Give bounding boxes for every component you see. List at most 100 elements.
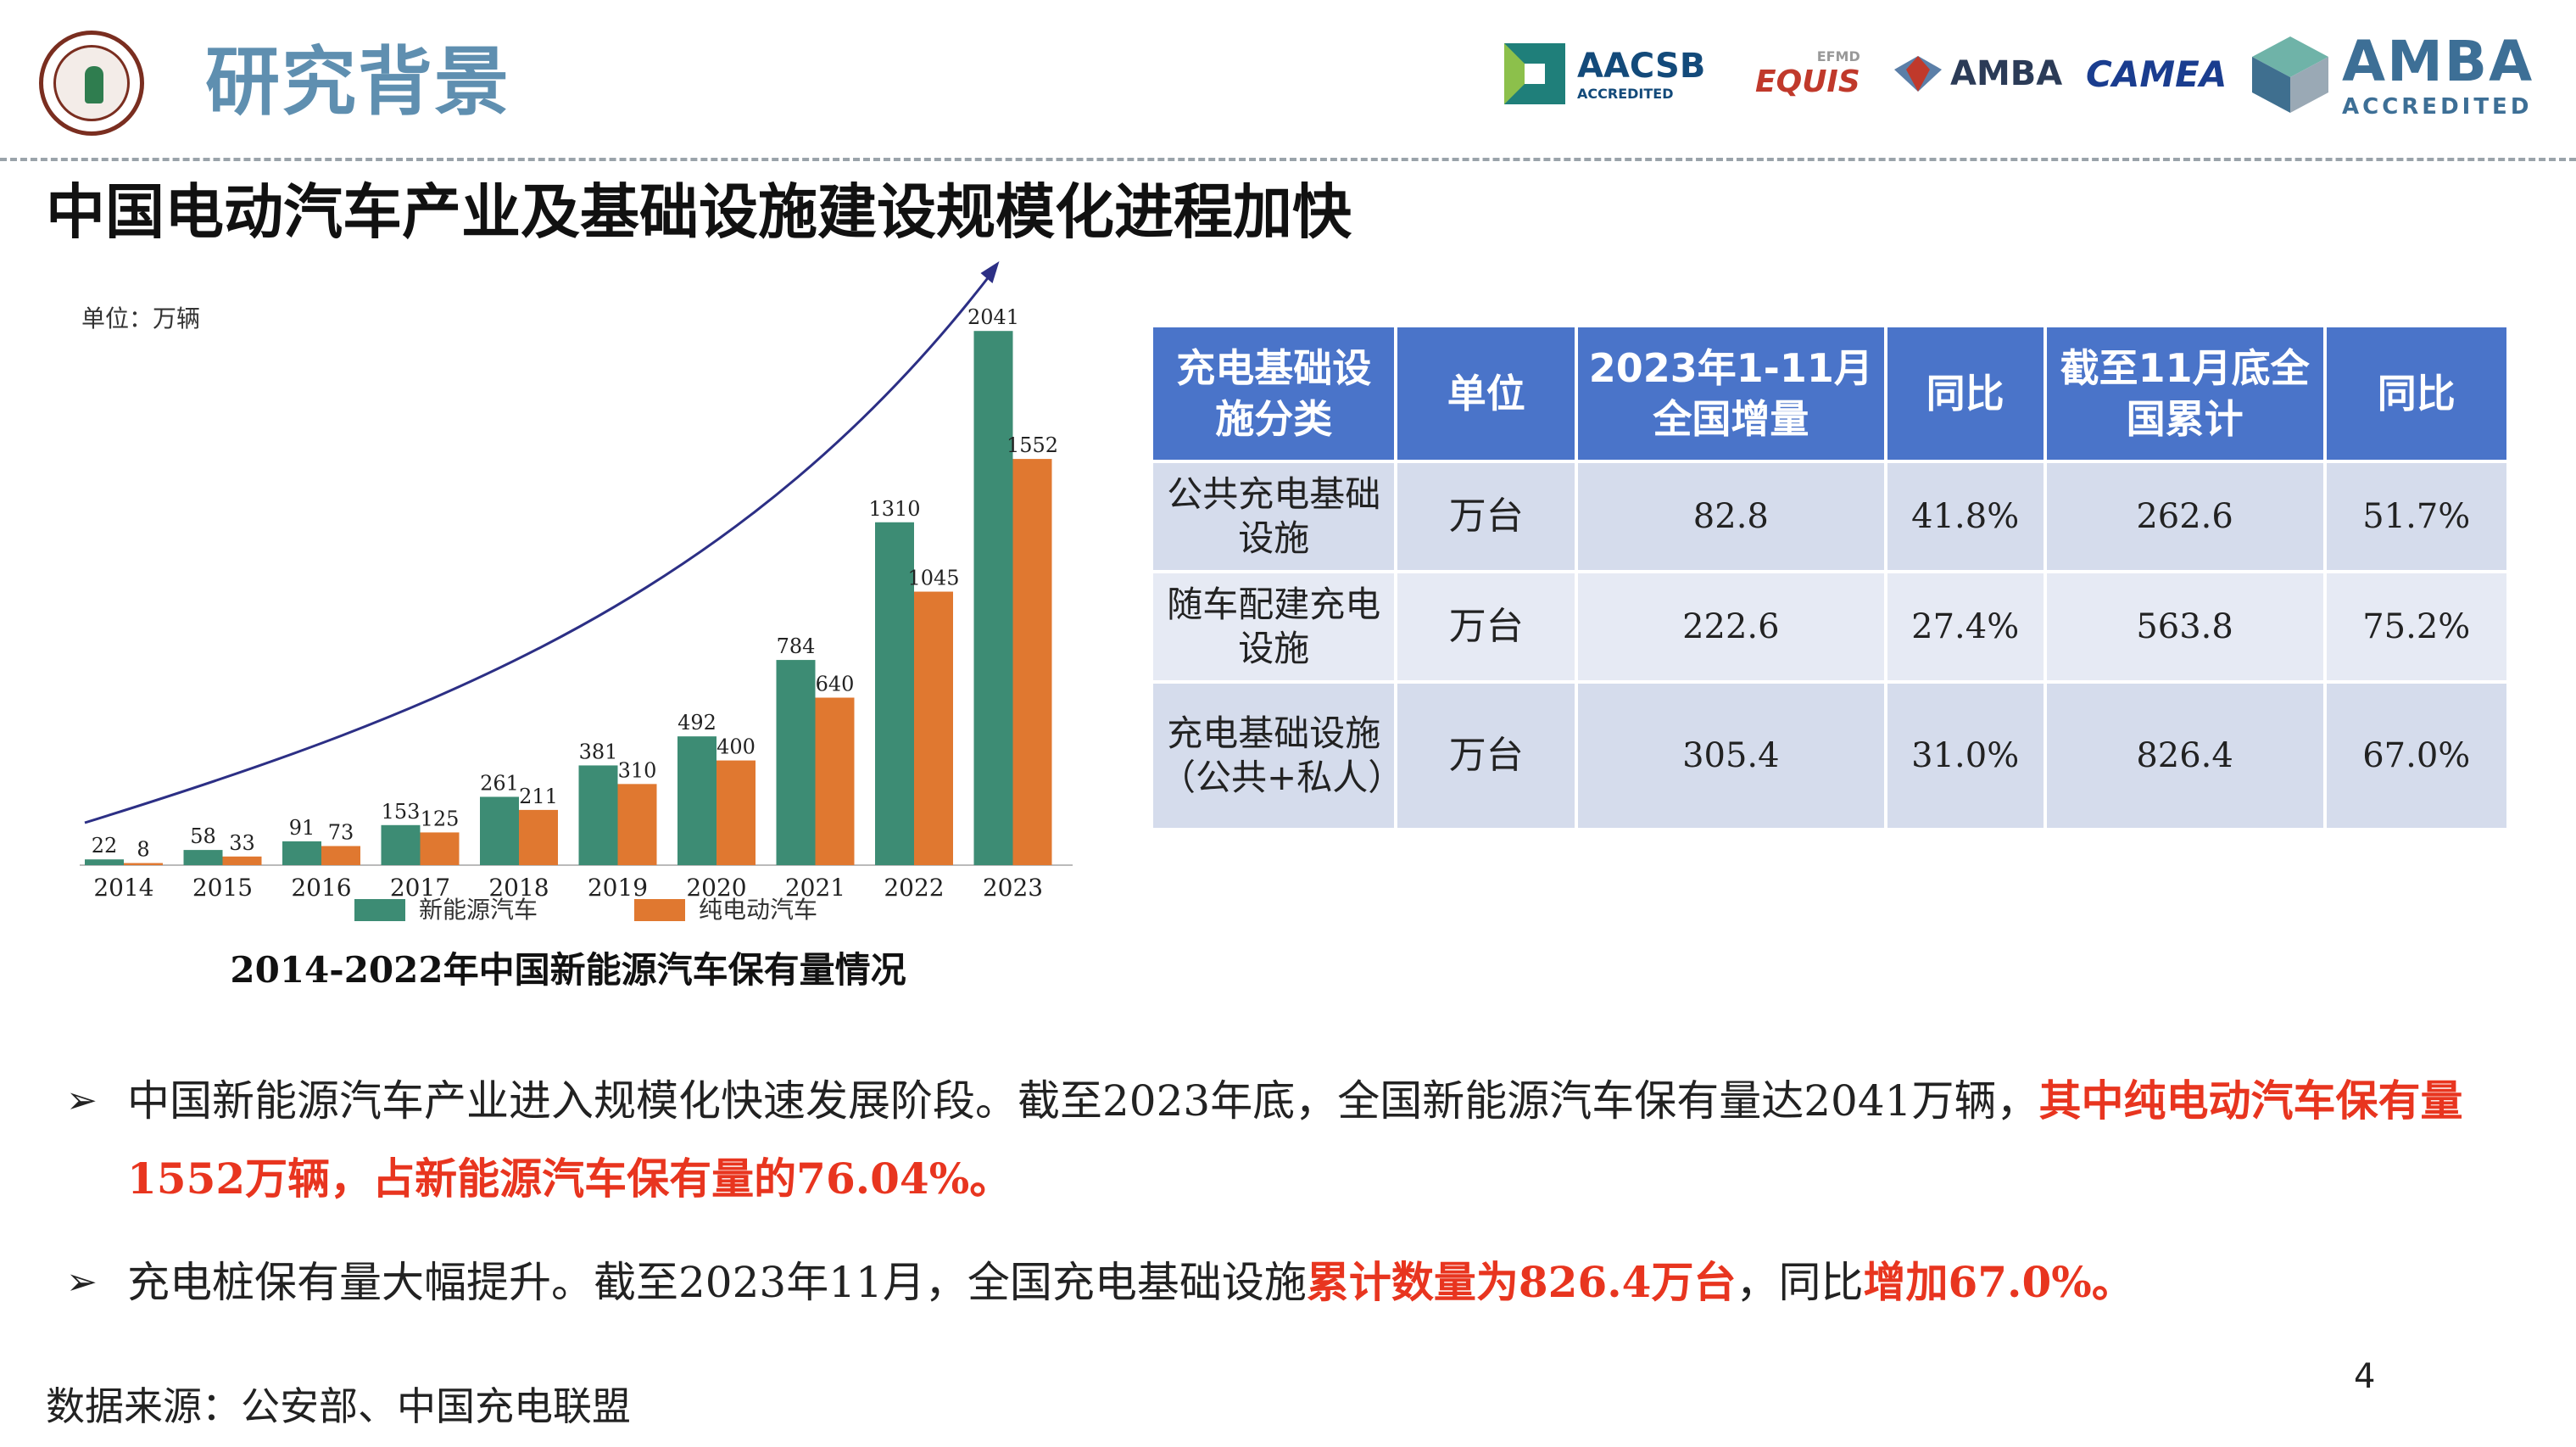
trend-arrow-icon — [980, 261, 1000, 283]
x-tick-label: 2018 — [488, 874, 549, 902]
data-label: 211 — [519, 785, 558, 808]
cell-unit: 万台 — [1397, 463, 1575, 570]
bullet-text-plain: ，同比 — [1736, 1258, 1864, 1307]
cell-yoy-cumulative: 75.2% — [2326, 573, 2506, 680]
bar-nev — [973, 331, 1013, 866]
slide-subtitle: 中国电动汽车产业及基础设施建设规模化进程加快 — [46, 177, 1352, 247]
bar-nev — [776, 660, 816, 865]
bar-bev — [716, 760, 756, 865]
col-header-yoy-1: 同比 — [1887, 327, 2044, 460]
bar-bev — [420, 832, 460, 865]
data-label: 8 — [137, 838, 149, 862]
trend-curve — [84, 269, 995, 824]
cell-yoy-cumulative: 67.0% — [2326, 684, 2506, 828]
bar-bev — [914, 591, 953, 865]
col-header-unit: 单位 — [1397, 327, 1575, 460]
diamond-icon — [1894, 56, 1942, 92]
bar-bev — [321, 846, 360, 865]
cell-yoy: 27.4% — [1887, 573, 2044, 680]
cell-increment: 222.6 — [1577, 573, 1884, 680]
university-logo — [39, 31, 144, 136]
data-label: 91 — [289, 816, 315, 840]
cell-yoy: 31.0% — [1887, 684, 2044, 828]
data-label: 1045 — [907, 567, 959, 590]
cube-icon — [2252, 36, 2328, 113]
bar-nev — [282, 841, 321, 865]
accreditation-logos: AACSB ACCREDITED EFMD EQUIS AMBA CAMEA A… — [1501, 19, 2552, 129]
x-tick-label: 2022 — [884, 874, 944, 902]
bar-bev — [1012, 459, 1052, 865]
bar-nev — [677, 736, 716, 865]
table-header-row: 充电基础设施分类 单位 2023年1-11月全国增量 同比 截至11月底全国累计… — [1153, 327, 2506, 460]
data-label: 310 — [618, 758, 657, 782]
bullet-text-highlight: 累计数量为826.4万台 — [1306, 1257, 1737, 1307]
arrow-bullet-icon: ➢ — [66, 1079, 98, 1122]
bar-bev — [519, 809, 558, 865]
aacsb-mark-icon — [1504, 43, 1565, 104]
data-label: 73 — [328, 820, 354, 844]
camea-logo: CAMEA — [2086, 53, 2228, 95]
bar-bev — [815, 697, 855, 865]
cell-category: 随车配建充电设施 — [1153, 573, 1395, 680]
bar-nev — [578, 765, 618, 865]
data-label: 1552 — [1006, 433, 1058, 457]
x-tick-label: 2016 — [291, 874, 351, 902]
bullet-text: 中国新能源汽车产业进入规模化快速发展阶段。截至2023年底，全国新能源汽车保有量… — [127, 1062, 2569, 1218]
data-label: 22 — [92, 834, 118, 858]
x-tick-label: 2023 — [983, 874, 1043, 902]
chart-title: 2014-2022年中国新能源汽车保有量情况 — [230, 949, 906, 991]
bar-nev — [875, 522, 914, 865]
cell-cumulative: 262.6 — [2046, 463, 2323, 570]
bullet-text-plain: 中国新能源汽车产业进入规模化快速发展阶段。截至2023年底，全国新能源汽车保有量… — [127, 1076, 2039, 1126]
bullet-text-plain: 充电桩保有量大幅提升。截至2023年11月，全国充电基础设施 — [127, 1258, 1307, 1307]
header-title: 研究背景 — [205, 38, 511, 126]
bar-nev — [85, 859, 124, 865]
data-label: 1310 — [868, 497, 920, 521]
charging-infrastructure-table: 充电基础设施分类 单位 2023年1-11月全国增量 同比 截至11月底全国累计… — [1150, 324, 2510, 831]
data-label: 381 — [579, 740, 618, 763]
data-label: 153 — [382, 800, 421, 824]
col-header-category: 充电基础设施分类 — [1153, 327, 1395, 460]
data-label: 33 — [229, 831, 255, 855]
equis-logo: EFMD EQUIS — [1755, 48, 1860, 99]
bullet-text-highlight: 增加67.0%。 — [1863, 1257, 2134, 1307]
amba-logo-large: AMBA ACCREDITED — [2244, 19, 2534, 129]
aacsb-logo: AACSB ACCREDITED — [1501, 19, 1705, 129]
cell-yoy: 41.8% — [1887, 463, 2044, 570]
data-label: 125 — [421, 807, 460, 830]
bar-nev — [183, 850, 223, 865]
bar-bev — [222, 856, 262, 865]
bar-bev — [617, 784, 657, 865]
data-label: 2041 — [967, 305, 1019, 329]
data-label: 640 — [816, 673, 855, 696]
legend-swatch — [634, 899, 685, 921]
col-header-increment: 2023年1-11月全国增量 — [1577, 327, 1884, 460]
bullet-text-highlight: 其中纯电动汽车保有量1552万辆，占新能源汽车保有量的76.04%。 — [127, 1075, 2463, 1204]
table-row: 充电基础设施（公共+私人） 万台 305.4 31.0% 826.4 67.0% — [1153, 684, 2506, 828]
cell-cumulative: 826.4 — [2046, 684, 2323, 828]
bar-nev — [480, 796, 519, 865]
legend-swatch — [354, 899, 405, 921]
legend-label: 纯电动汽车 — [699, 896, 817, 924]
amba-logo-small: AMBA — [1891, 19, 2062, 129]
cell-category: 充电基础设施（公共+私人） — [1153, 684, 1403, 828]
legend-label: 新能源汽车 — [419, 896, 538, 924]
table-row: 公共充电基础设施 万台 82.8 41.8% 262.6 51.7% — [1153, 463, 2506, 570]
bar-nev — [381, 824, 421, 865]
cell-cumulative: 563.8 — [2046, 573, 2323, 680]
chart-unit-label: 单位：万辆 — [81, 304, 201, 332]
cell-increment: 305.4 — [1577, 684, 1884, 828]
data-label: 58 — [190, 824, 216, 848]
table-row: 随车配建充电设施 万台 222.6 27.4% 563.8 75.2% — [1153, 573, 2506, 680]
data-label: 261 — [480, 771, 519, 795]
x-tick-label: 2015 — [192, 874, 253, 902]
cell-yoy-cumulative: 51.7% — [2326, 463, 2506, 570]
x-tick-label: 2020 — [686, 874, 746, 902]
x-tick-label: 2017 — [390, 874, 450, 902]
data-label: 400 — [716, 735, 756, 759]
arrow-bullet-icon: ➢ — [66, 1260, 98, 1304]
cell-category: 公共充电基础设施 — [1153, 463, 1395, 570]
header-divider — [0, 158, 2576, 161]
data-label: 492 — [677, 711, 716, 735]
